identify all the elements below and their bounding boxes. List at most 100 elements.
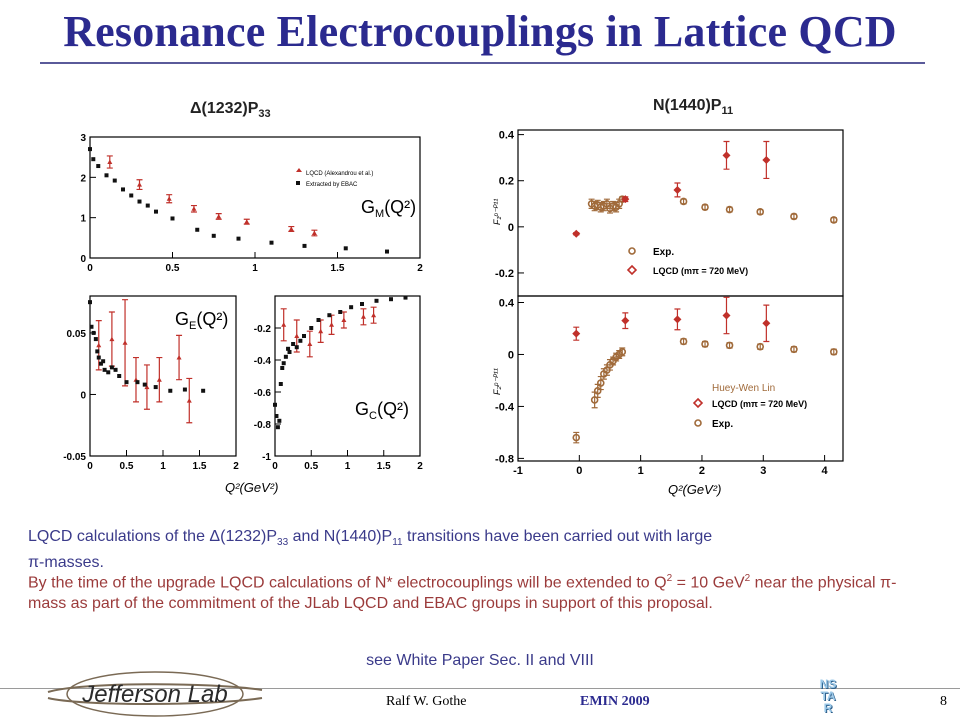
f2-point	[756, 342, 765, 351]
gc-point	[316, 318, 321, 322]
gm-point	[166, 196, 172, 201]
f1-point	[600, 202, 608, 210]
f2-errorbar	[622, 312, 629, 330]
gm-xtick-label: 0.5	[166, 263, 180, 274]
f2-xtick-label: -1	[513, 465, 523, 477]
gm-errorbar	[243, 218, 250, 225]
gc-point	[374, 298, 379, 303]
f1-ytick-label: -0.2	[495, 268, 514, 280]
f1-point	[618, 195, 627, 203]
gm-point	[91, 157, 96, 162]
f1-errorbar	[757, 208, 764, 215]
gm-ytick-label: 2	[80, 173, 86, 184]
f1-errorbar	[622, 196, 629, 203]
f2-frame	[517, 295, 844, 462]
ge-errorbar	[95, 320, 102, 371]
f2-errorbar	[763, 304, 770, 343]
f1-errorbar	[613, 202, 620, 213]
f2-point	[606, 361, 614, 369]
gc-point	[338, 310, 343, 314]
f1-errorbar	[674, 182, 681, 198]
f2-legend-lqcd: LQCD (mπ = 720 MeV)	[712, 399, 807, 409]
gc-ytick-label: -1	[262, 452, 271, 463]
gc-point	[327, 313, 332, 318]
f2-errorbar	[603, 364, 610, 376]
f1-legend-lqcd-marker	[626, 264, 638, 276]
page-title: Resonance Electrocouplings in Lattice QC…	[63, 7, 897, 56]
credit-label: Huey-Wen Lin	[712, 383, 775, 394]
gc-point	[360, 314, 366, 319]
f2-errorbar	[573, 431, 580, 444]
ge-errorbar	[143, 364, 150, 410]
gc-xtick-label: 0.5	[304, 461, 318, 472]
f1-point	[679, 197, 688, 206]
paragraph-lqcd: LQCD calculations of the Δ(1232)P33 and …	[28, 528, 713, 572]
ge-point	[88, 300, 92, 305]
gc-errorbar	[293, 319, 300, 353]
gc-errorbar	[340, 311, 347, 329]
f2-errorbar	[594, 383, 601, 398]
ge-point	[96, 342, 102, 348]
f2-legend-exp: Exp.	[712, 419, 733, 430]
reference-note: see White Paper Sec. II and VIII	[366, 652, 594, 669]
gm-ylabel: GM(Q²)	[361, 197, 416, 220]
ge-errorbar	[132, 356, 139, 403]
f1-point	[572, 229, 581, 238]
gm-point	[104, 173, 109, 178]
gm-ytick-label: 3	[80, 133, 86, 144]
footer-author: Ralf W. Gothe	[386, 694, 467, 709]
left-panel-heading: Δ(1232)P33	[190, 100, 271, 121]
gm-point	[107, 159, 113, 165]
gc-errorbar	[306, 330, 313, 358]
f2-plot: -0.8 -0.4 0 0.4 -1 0 1 2 3 4 F₂ᵖ⁻ᴾ¹¹ Huey-Wen Lin…	[492, 295, 844, 477]
ge-point	[98, 361, 103, 366]
f2-errorbar	[591, 391, 598, 409]
f1-errorbar	[830, 217, 837, 223]
ge-point	[133, 377, 139, 382]
f2-point	[762, 319, 771, 328]
gm-point	[311, 230, 317, 235]
gc-point	[281, 361, 286, 366]
gm-point	[343, 246, 348, 251]
f1-errorbar	[591, 200, 598, 212]
gm-frame	[89, 136, 421, 259]
f1-ytick-label: 0	[508, 222, 514, 234]
gc-point	[287, 350, 292, 354]
f1-ytick-label: 0.4	[499, 130, 515, 142]
f1-point	[590, 202, 599, 210]
f1-errorbar	[606, 203, 613, 214]
ge-ytick-label: -0.05	[63, 452, 86, 463]
gm-point	[112, 178, 117, 183]
f2-xtick-label: 4	[822, 465, 829, 477]
gc-point	[309, 326, 314, 330]
gc-point	[329, 322, 335, 327]
gc-point	[281, 322, 287, 327]
ge-point	[93, 337, 98, 342]
f1-point	[790, 212, 798, 221]
gc-frame	[274, 295, 421, 457]
f1-point	[701, 203, 709, 212]
gc-errorbar	[280, 308, 287, 342]
f1-point	[612, 203, 620, 212]
f1-errorbar	[726, 206, 733, 213]
f1-point	[603, 199, 611, 208]
gm-ytick-label: 1	[80, 214, 86, 225]
f1-point	[762, 155, 771, 164]
f2-point	[609, 357, 617, 365]
gm-errorbar	[190, 204, 197, 213]
f1-point	[722, 151, 731, 160]
gc-point	[294, 345, 299, 350]
gm-errorbar	[288, 225, 295, 232]
gc-point	[280, 366, 285, 370]
ge-point	[102, 367, 107, 372]
ge-point	[168, 388, 173, 393]
f2-ytick-label: -0.4	[495, 401, 515, 413]
f2-xtick-label: 1	[638, 465, 644, 477]
gm-point	[216, 213, 222, 219]
f2-errorbar	[619, 347, 626, 357]
gm-legend-lqcd-marker	[296, 168, 302, 172]
gc-point	[294, 333, 300, 338]
gm-point	[145, 203, 150, 208]
f1-frame	[517, 129, 844, 297]
gc-errorbar	[370, 306, 377, 324]
